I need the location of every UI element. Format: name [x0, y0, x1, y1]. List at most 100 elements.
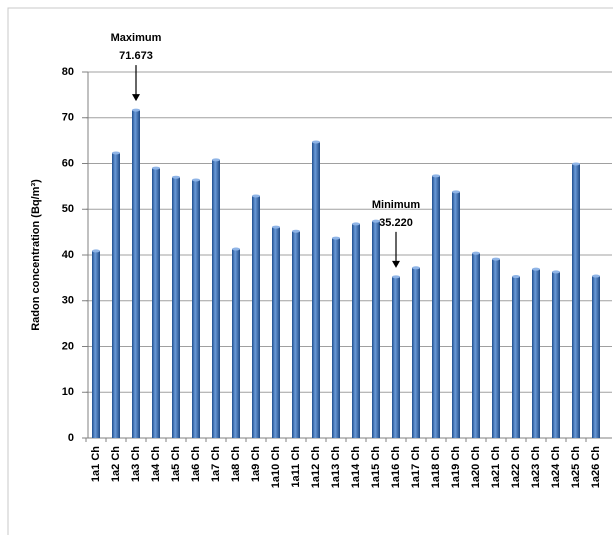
bar — [152, 168, 160, 438]
annotation-value: 71.673 — [119, 50, 153, 62]
y-tick-label: 60 — [62, 157, 74, 169]
bar-group — [212, 158, 220, 438]
bar-group — [372, 219, 380, 438]
x-tick-label: 1a1 Ch — [90, 446, 102, 482]
bar — [452, 191, 460, 438]
x-tick-label: 1a23 Ch — [530, 446, 542, 488]
bar-cap — [232, 247, 240, 251]
bar — [112, 152, 120, 439]
x-tick-label: 1a21 Ch — [490, 446, 502, 488]
bar-group — [512, 275, 520, 438]
bar-group — [552, 270, 560, 438]
bar-group — [172, 175, 180, 438]
x-tick-label: 1a17 Ch — [410, 446, 422, 488]
bar — [312, 141, 320, 438]
x-tick-label: 1a15 Ch — [370, 446, 382, 488]
bar-cap — [372, 219, 380, 223]
bar-cap — [212, 158, 220, 162]
bar-cap — [392, 275, 400, 279]
x-tick-label: 1a12 Ch — [310, 446, 322, 488]
bar-group — [352, 222, 360, 438]
y-tick-label: 30 — [62, 295, 74, 307]
bar — [172, 177, 180, 438]
bar-group — [152, 166, 160, 438]
bar — [192, 179, 200, 438]
y-tick-label: 70 — [62, 112, 74, 124]
annotation-title: Minimum — [372, 199, 420, 211]
bar-cap — [452, 190, 460, 194]
x-tick-label: 1a6 Ch — [190, 446, 202, 482]
y-tick-label: 50 — [62, 203, 74, 215]
bar-group — [392, 275, 400, 438]
bar — [512, 276, 520, 438]
x-tick-label: 1a13 Ch — [330, 446, 342, 488]
bar-group — [292, 229, 300, 438]
bar-cap — [552, 270, 560, 274]
bar-cap — [412, 266, 420, 270]
bar-cap — [272, 225, 280, 229]
bar-cap — [472, 251, 480, 255]
bar-cap — [532, 267, 540, 271]
bar — [592, 276, 600, 438]
y-tick-label: 80 — [62, 66, 74, 78]
bar-cap — [332, 236, 340, 240]
bar-group — [532, 267, 540, 438]
bar-cap — [592, 274, 600, 278]
bar-group — [272, 225, 280, 438]
x-tick-label: 1a14 Ch — [350, 446, 362, 488]
bar-cap — [572, 162, 580, 166]
x-tick-label: 1a9 Ch — [250, 446, 262, 482]
bar-group — [252, 194, 260, 438]
bar — [232, 249, 240, 438]
bar — [92, 250, 100, 438]
bar — [292, 231, 300, 438]
bar — [392, 276, 400, 438]
annotation-value: 35.220 — [379, 217, 413, 229]
y-tick-label: 0 — [68, 432, 74, 444]
bar-group — [132, 108, 140, 439]
bar-cap — [152, 166, 160, 170]
x-tick-label: 1a4 Ch — [150, 446, 162, 482]
bar-group — [472, 251, 480, 438]
bar-group — [92, 249, 100, 438]
bar — [352, 223, 360, 438]
x-tick-label: 1a11 Ch — [290, 446, 302, 488]
bar-cap — [352, 222, 360, 226]
bar-group — [452, 190, 460, 438]
x-tick-label: 1a16 Ch — [390, 446, 402, 488]
x-tick-label: 1a19 Ch — [450, 446, 462, 488]
bar-cap — [92, 249, 100, 253]
bar-cap — [132, 108, 140, 112]
y-tick-label: 40 — [62, 249, 74, 261]
bar — [332, 238, 340, 438]
x-tick-label: 1a8 Ch — [230, 446, 242, 482]
bar-group — [572, 162, 580, 438]
bar — [432, 175, 440, 439]
bar-group — [492, 257, 500, 438]
bar-group — [232, 247, 240, 438]
annotation-arrowhead — [392, 260, 400, 268]
y-axis-label: Radon concentration (Bq/m³) — [30, 179, 42, 331]
bar-cap — [112, 151, 120, 155]
bar — [412, 267, 420, 438]
bar — [252, 195, 260, 438]
x-tick-label: 1a20 Ch — [470, 446, 482, 488]
bar — [272, 227, 280, 438]
bar-group — [592, 274, 600, 438]
bar-group — [312, 140, 320, 438]
bar — [572, 163, 580, 438]
x-tick-label: 1a2 Ch — [110, 446, 122, 482]
bar-cap — [172, 175, 180, 179]
x-tick-label: 1a24 Ch — [550, 446, 562, 488]
y-tick-label: 10 — [62, 386, 74, 398]
x-tick-label: 1a25 Ch — [570, 446, 582, 488]
x-tick-label: 1a22 Ch — [510, 446, 522, 488]
bar-group — [412, 266, 420, 438]
x-tick-label: 1a3 Ch — [130, 446, 142, 482]
bar — [372, 221, 380, 438]
x-tick-label: 1a10 Ch — [270, 446, 282, 488]
x-tick-label: 1a26 Ch — [590, 446, 602, 488]
bar-group — [332, 236, 340, 438]
x-tick-label: 1a7 Ch — [210, 446, 222, 482]
